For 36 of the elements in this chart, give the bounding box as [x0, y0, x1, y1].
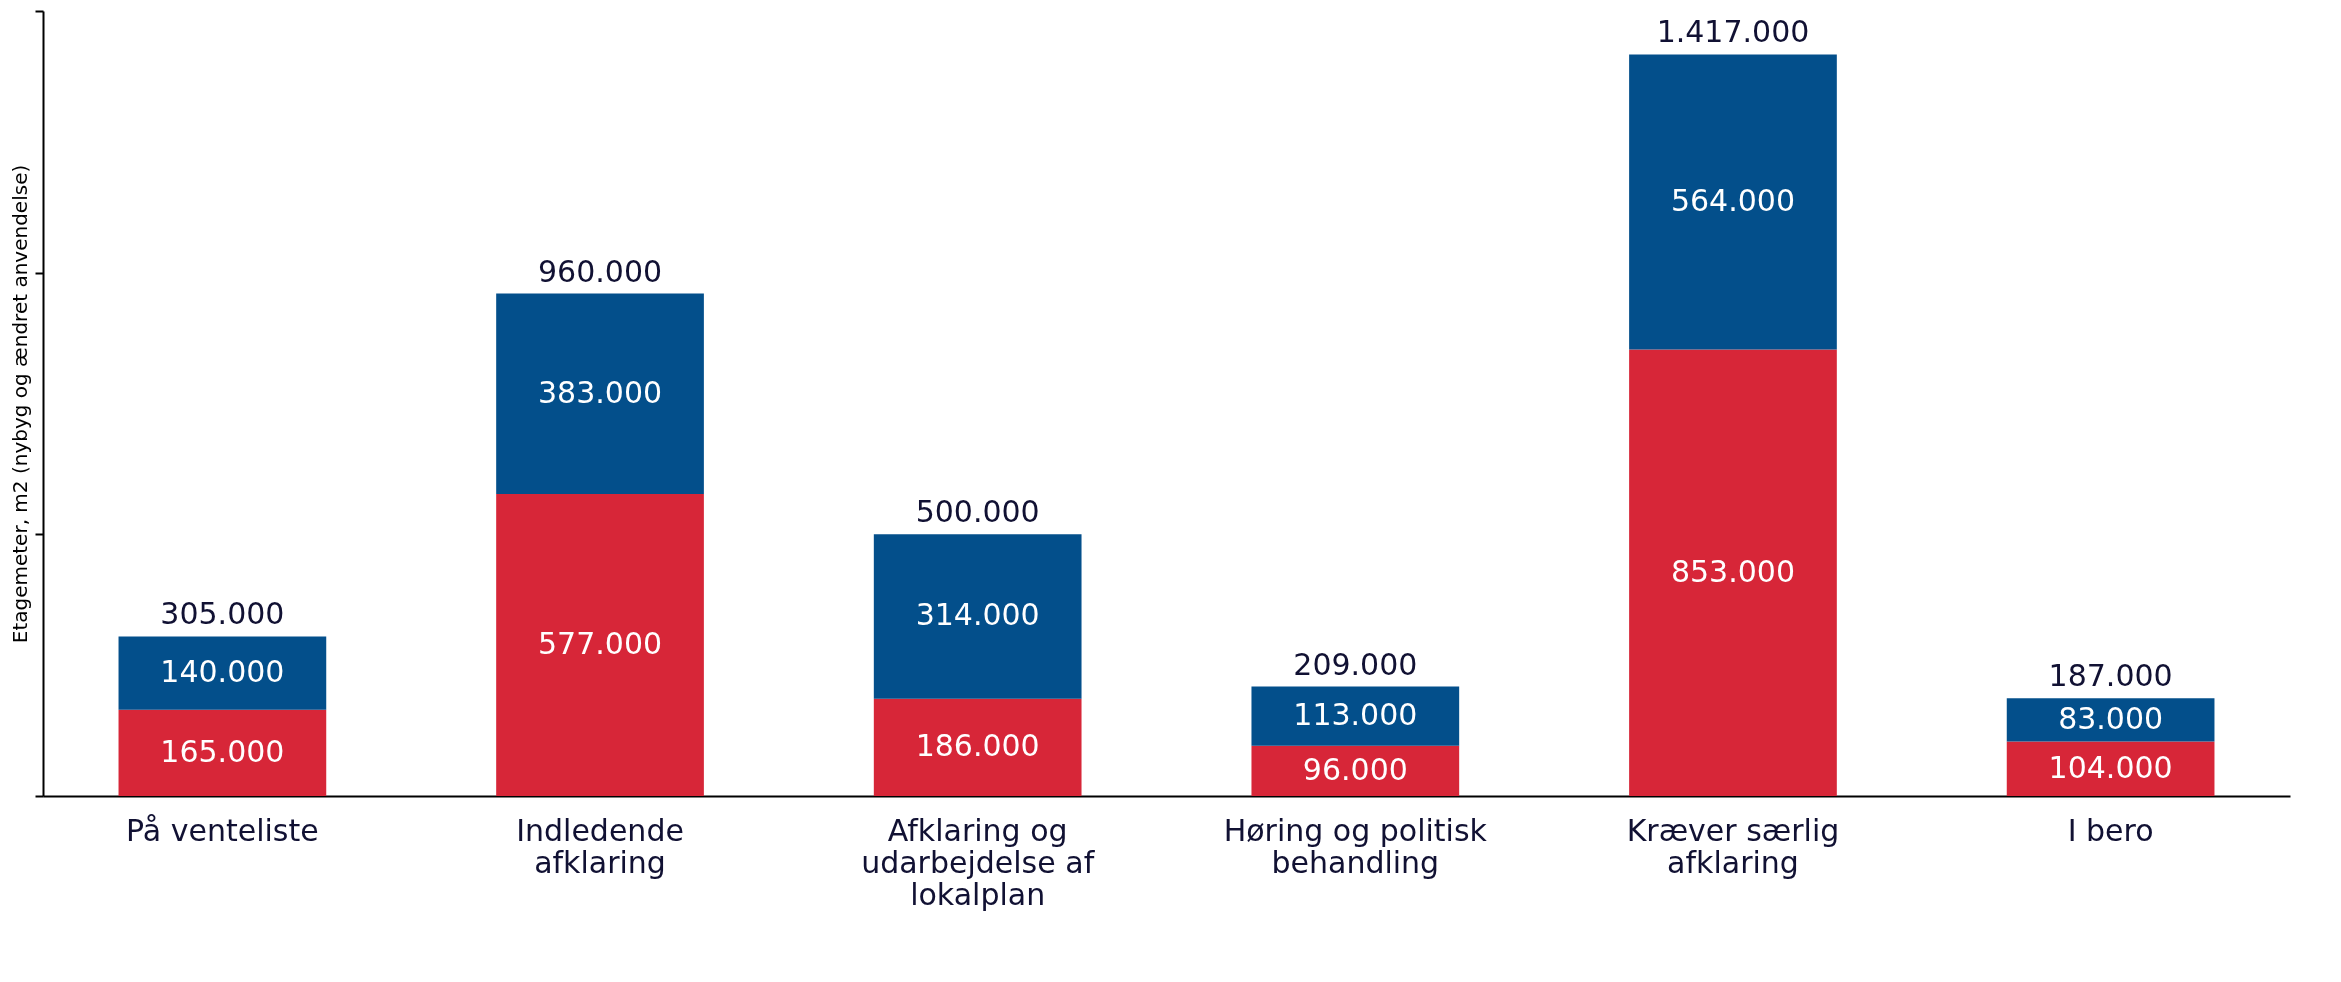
data-label: 113.000 — [1293, 697, 1418, 733]
x-tick-label: På venteliste — [126, 812, 319, 848]
data-label: 83.000 — [2058, 700, 2164, 736]
total-label: 960.000 — [538, 253, 663, 289]
data-label: 140.000 — [160, 654, 285, 690]
total-label: 187.000 — [2048, 658, 2173, 694]
bar — [118, 636, 327, 710]
bar — [496, 293, 704, 495]
total-label: 305.000 — [160, 596, 285, 632]
y-axis-title: Etagemeter, m2 (nybyg og ændret anvendelse) — [7, 164, 32, 644]
data-label: 165.000 — [160, 733, 285, 769]
data-label: 577.000 — [538, 626, 663, 662]
bar — [1251, 686, 1460, 746]
bar — [496, 494, 704, 796]
x-tick-label: I bero — [2067, 812, 2154, 848]
bar — [1251, 745, 1460, 796]
bar — [1629, 349, 1837, 796]
data-label: 186.000 — [915, 728, 1040, 764]
x-tick-label: Indledende afklaring — [516, 812, 684, 880]
data-label: 314.000 — [915, 597, 1040, 633]
bar — [1629, 54, 1837, 350]
x-tick-label: Høring og politisk behandling — [1223, 812, 1488, 880]
x-tick-label: Afklaring og udarbejdelse af lokalplan — [861, 812, 1096, 912]
data-label: 383.000 — [538, 374, 663, 410]
bar — [118, 709, 327, 796]
bar — [873, 698, 1082, 796]
total-label: 500.000 — [915, 494, 1040, 530]
total-label: 209.000 — [1293, 646, 1418, 682]
bar — [873, 534, 1082, 699]
data-label: 96.000 — [1302, 751, 1408, 787]
data-label: 564.000 — [1670, 183, 1795, 219]
bar — [2006, 698, 2215, 742]
x-tick-label: Kræver særlig afklaring — [1626, 812, 1840, 880]
data-label: 853.000 — [1670, 553, 1795, 589]
total-label: 1.417.000 — [1656, 14, 1810, 50]
data-label: 104.000 — [2048, 749, 2173, 785]
